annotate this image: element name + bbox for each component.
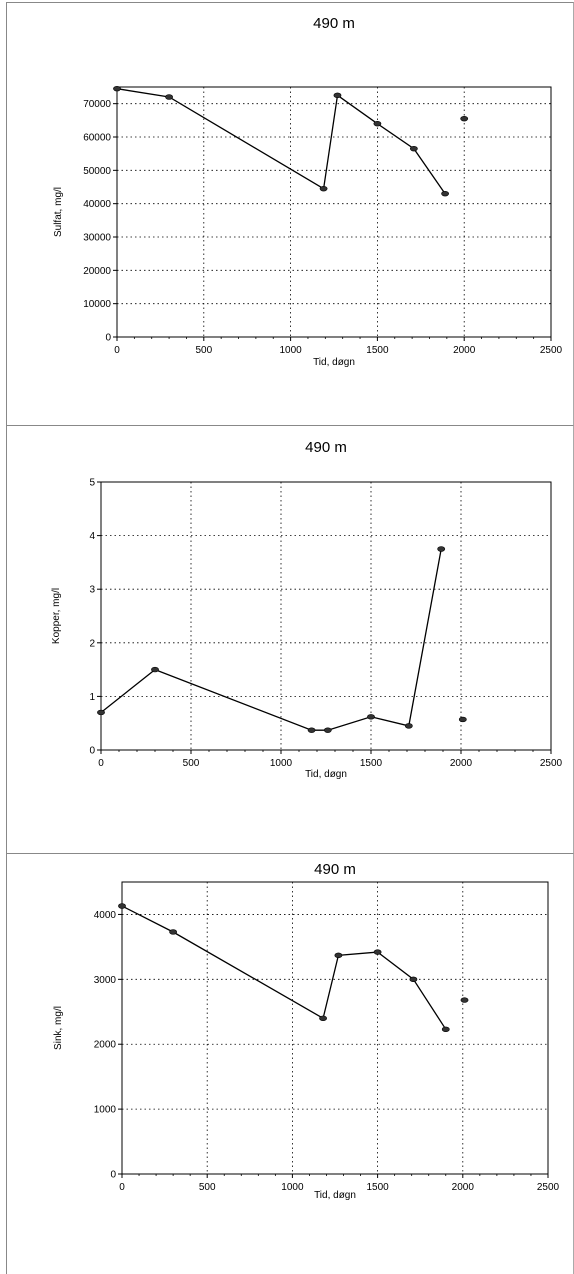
x-tick-label: 2500	[540, 758, 563, 769]
y-tick-label: 70000	[83, 99, 111, 110]
x-tick-label: 0	[98, 758, 104, 769]
data-point	[409, 145, 418, 152]
chart-panel-kopper: 490 m 0 500 1000 1500 2000 2500 0 1 2 3 4 5 Tid, døgn…	[6, 426, 574, 854]
x-tick-label: 500	[183, 758, 200, 769]
data-point	[113, 85, 121, 92]
y-tick-label: 0	[89, 746, 95, 757]
data-point	[97, 709, 105, 716]
y-tick-label: 0	[110, 1170, 116, 1181]
x-axis-label: Tid, døgn	[313, 357, 355, 368]
data-point	[319, 1015, 327, 1021]
chart-title: 490 m	[305, 439, 347, 456]
x-tick-label: 1500	[360, 758, 383, 769]
data-point	[165, 94, 173, 100]
y-tick-label: 20000	[83, 266, 111, 277]
data-point	[404, 723, 413, 729]
data-point	[437, 546, 446, 552]
series-line	[121, 905, 447, 1030]
y-axis-label: Sulfat, mg/l	[53, 187, 64, 237]
plot-area	[100, 481, 552, 751]
data-point	[441, 1026, 450, 1032]
chart-svg-sink: 490 m 0 500 1000 1500 2000 2500 0 1000 2000 3000 40…	[53, 861, 560, 1201]
plot-area	[121, 881, 549, 1175]
x-tick-label: 1000	[281, 1182, 304, 1193]
chart-svg-sulfat: 490 m 0 500 1000 1500 2000 2500 0 10000 20000 3000…	[53, 15, 563, 368]
data-point	[307, 727, 316, 733]
x-tick-label: 1500	[366, 345, 389, 356]
data-point	[458, 716, 467, 723]
data-point	[169, 929, 178, 935]
data-point	[319, 185, 328, 192]
x-axis-label: Tid, døgn	[314, 1190, 356, 1201]
data-point	[409, 976, 418, 983]
chart-svg-kopper: 490 m 0 500 1000 1500 2000 2500 0 1 2 3 4 5 Tid, døgn…	[51, 439, 563, 780]
y-tick-label: 10000	[83, 299, 111, 310]
y-tick-label: 2000	[94, 1040, 117, 1051]
chart-title: 490 m	[313, 15, 355, 32]
x-tick-label: 2500	[540, 345, 563, 356]
x-tick-label: 2500	[537, 1182, 560, 1193]
x-tick-label: 2000	[453, 345, 476, 356]
y-tick-label: 60000	[83, 133, 111, 144]
x-tick-label: 1000	[270, 758, 293, 769]
chart-panel-sink: 490 m 0 500 1000 1500 2000 2500 0 1000 2000 3000 40…	[6, 854, 574, 1274]
chart-panel-sulfat: 490 m 0 500 1000 1500 2000 2500 0 10000 20000 3000…	[6, 2, 574, 426]
data-point	[118, 903, 126, 909]
y-tick-label: 50000	[83, 166, 111, 177]
data-point	[441, 190, 450, 197]
x-tick-label: 1500	[366, 1182, 389, 1193]
y-tick-label: 4	[89, 531, 95, 542]
y-tick-label: 30000	[83, 233, 111, 244]
data-point	[460, 997, 469, 1003]
x-tick-label: 0	[119, 1182, 125, 1193]
y-tick-label: 1000	[94, 1105, 117, 1116]
y-axis-label: Sink, mg/l	[53, 1006, 64, 1050]
y-tick-label: 3000	[94, 975, 117, 986]
y-axis-label: Kopper, mg/l	[51, 588, 62, 644]
x-axis-label: Tid, døgn	[305, 769, 347, 780]
chart-title: 490 m	[314, 861, 356, 878]
x-tick-label: 0	[114, 345, 120, 356]
y-tick-label: 4000	[94, 910, 117, 921]
data-point	[373, 949, 382, 955]
series-line	[100, 548, 442, 731]
y-tick-label: 1	[89, 692, 95, 703]
y-tick-label: 3	[89, 585, 95, 596]
data-point	[151, 666, 159, 673]
data-point	[367, 714, 375, 720]
data-point	[460, 115, 469, 122]
y-tick-label: 0	[105, 333, 111, 344]
plot-area	[116, 86, 552, 338]
x-tick-label: 500	[199, 1182, 216, 1193]
y-tick-label: 40000	[83, 199, 111, 210]
y-tick-label: 2	[89, 638, 95, 649]
y-tick-label: 5	[89, 478, 95, 489]
x-tick-label: 1000	[279, 345, 302, 356]
x-tick-label: 500	[195, 345, 212, 356]
data-point	[323, 727, 332, 733]
series-line	[116, 88, 446, 195]
data-point	[373, 120, 382, 127]
x-tick-label: 2000	[452, 1182, 475, 1193]
x-tick-label: 2000	[450, 758, 473, 769]
data-point	[334, 952, 343, 959]
data-point	[333, 92, 342, 99]
